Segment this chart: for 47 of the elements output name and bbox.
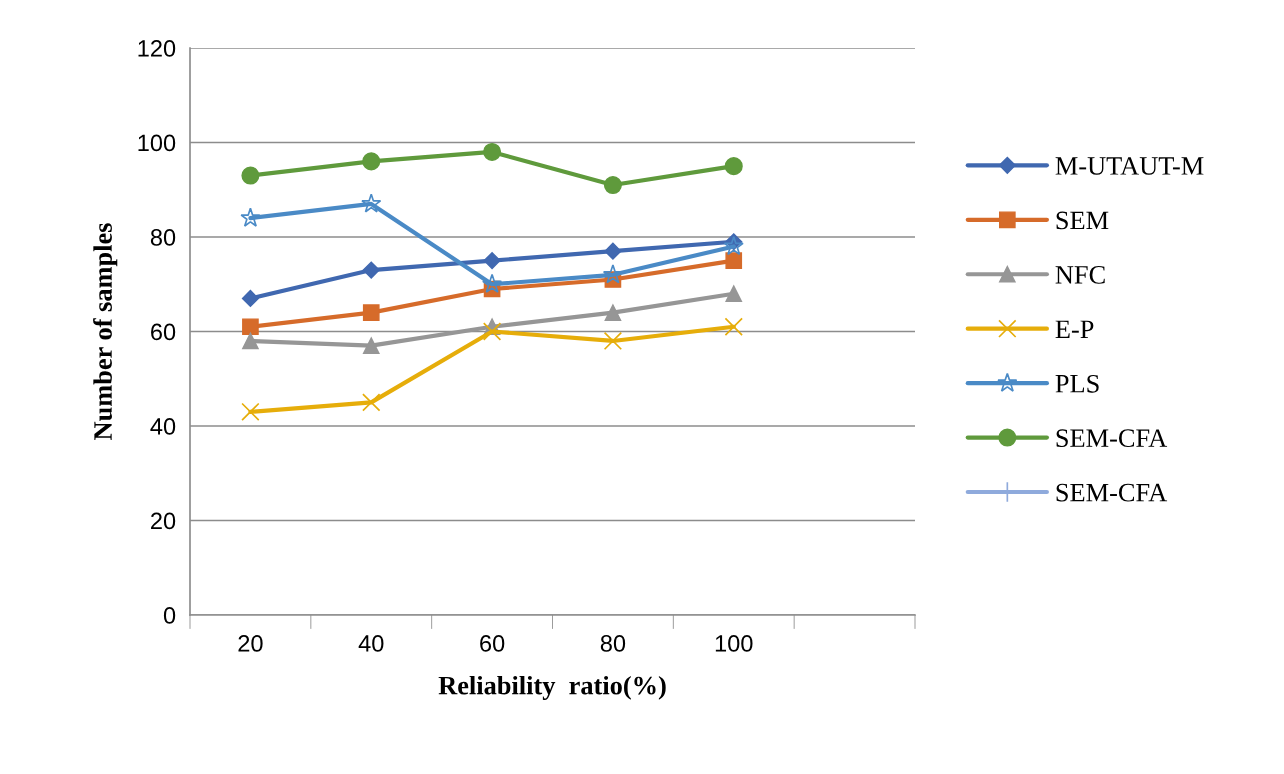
point: [724, 317, 743, 336]
y-tick-label: 0: [163, 607, 176, 624]
point: [242, 332, 259, 350]
point: [604, 304, 622, 321]
point: [362, 152, 381, 171]
y-axis-title: Number of samples: [93, 223, 118, 440]
x-tick-label: 20: [238, 635, 263, 652]
x-tick-label: 60: [480, 635, 505, 652]
point: [725, 285, 743, 303]
point: [723, 235, 744, 256]
legend-label: SEM: [1056, 211, 1109, 230]
point: [241, 166, 260, 185]
point: [240, 207, 261, 227]
point: [482, 273, 503, 293]
point: [603, 175, 622, 195]
point: [725, 252, 743, 269]
point: [241, 402, 260, 421]
x-tick-label: 80: [600, 635, 626, 652]
point: [362, 337, 380, 355]
point: [242, 318, 259, 336]
point: [241, 289, 259, 307]
point: [482, 322, 502, 341]
legend-label: E-P: [1055, 320, 1094, 338]
y-tick-label: 60: [151, 323, 176, 341]
x-tick-label: 100: [715, 635, 753, 652]
point: [483, 142, 502, 161]
x-tick-label: 40: [358, 635, 384, 652]
legend-label: SEM-CFA: [1056, 483, 1168, 502]
point: [362, 393, 381, 412]
point: [603, 331, 623, 351]
legend-label: M-UTAUT-M: [1055, 157, 1204, 175]
point: [602, 264, 623, 284]
y-tick-label: 100: [138, 134, 176, 152]
y-tick-label: 40: [150, 418, 176, 435]
point: [362, 261, 380, 279]
legend-label: NFC: [1055, 266, 1105, 284]
x-axis-title: Reliability ratio(%): [438, 675, 666, 700]
y-tick-label: 120: [138, 40, 176, 57]
point: [604, 242, 622, 260]
point: [724, 157, 743, 176]
y-tick-label: 20: [151, 512, 176, 530]
point: [361, 193, 382, 213]
point: [362, 304, 380, 321]
legend-label: PLS: [1055, 374, 1099, 393]
point: [483, 252, 501, 270]
legend-label: SEM-CFA: [1056, 429, 1168, 448]
y-tick-label: 80: [150, 229, 176, 246]
